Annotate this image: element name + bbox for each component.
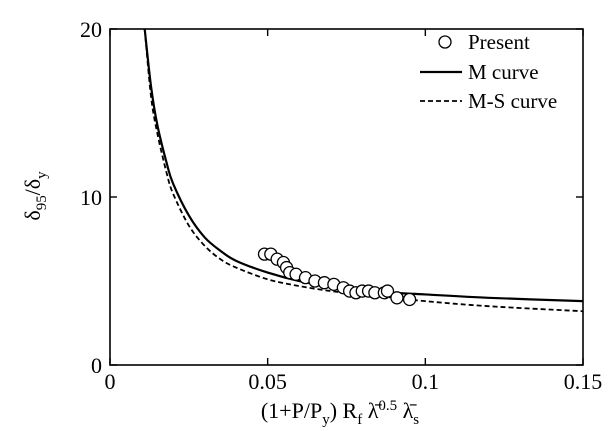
x-axis-label: (1+P/Py) Rf λ̄0.5 λ̄s [261,398,419,428]
y-tick-label-0: 0 [91,353,102,378]
x-tick-label-3: 0.15 [564,369,603,394]
y-tick-label-2: 20 [80,17,102,42]
y-tick-label-1: 10 [80,185,102,210]
legend-m-s-curve-label: M-S curve [468,89,557,113]
legend-m-curve-label: M curve [468,60,539,84]
y-axis-label: δ95/δy [20,171,50,221]
legend-present-label: Present [468,30,530,54]
legend: Present M curve M-S curve [420,30,557,113]
present-markers [257,247,417,307]
present-point-18 [380,284,395,298]
axis-tick-labels: 0 0.05 0.1 0.15 0 10 20 [80,17,602,394]
axis-ticks [109,28,584,366]
x-tick-label-2: 0.1 [412,369,440,394]
x-tick-label-1: 0.05 [248,369,287,394]
x-tick-label-0: 0 [105,369,116,394]
present-point-19 [390,291,404,305]
legend-present-swatch [438,35,452,49]
present-point-20 [402,292,417,307]
